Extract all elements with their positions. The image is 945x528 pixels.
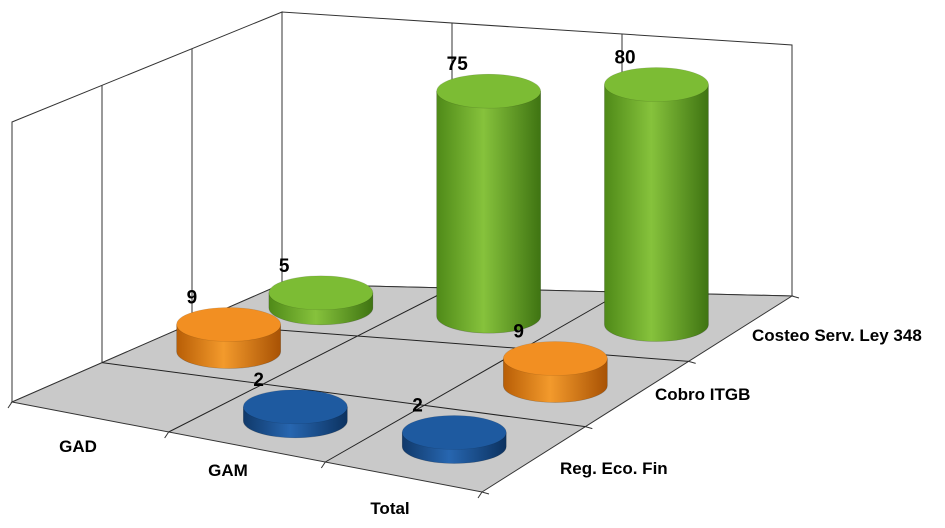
category-label-total: Total	[370, 499, 409, 518]
bar-body	[604, 84, 709, 342]
data-label: 75	[447, 54, 469, 75]
data-label: 80	[614, 48, 635, 69]
bar-reg-eco-fin-total	[401, 415, 507, 464]
data-label: 2	[253, 370, 264, 391]
bar-costeo-serv-ley-348-total	[604, 67, 709, 342]
series-label-reg-eco-fin: Reg. Eco. Fin	[560, 459, 668, 478]
bar-costeo-serv-ley-348-gad	[268, 275, 374, 326]
bar-top	[243, 389, 348, 425]
bar-top	[268, 275, 374, 311]
data-label: 9	[513, 322, 524, 343]
category-label-gad: GAD	[59, 437, 97, 456]
axis-tick	[477, 491, 483, 499]
axis-tick	[320, 461, 326, 469]
data-label: 9	[187, 288, 198, 309]
chart-bars	[176, 67, 709, 464]
axis-tick	[164, 431, 170, 439]
series-label-costeo-serv-ley-348: Costeo Serv. Ley 348	[752, 326, 922, 345]
bar-cobro-itgb-total	[503, 341, 608, 403]
floor-gridline	[168, 287, 453, 433]
bar-top	[401, 415, 507, 450]
data-label: 5	[279, 256, 290, 277]
floor-gridline	[101, 362, 586, 428]
bar-reg-eco-fin-gam	[243, 389, 348, 439]
axis-tick	[585, 426, 593, 430]
axis-tick	[481, 491, 490, 495]
axis-tick	[7, 401, 13, 409]
bar-cobro-itgb-gad	[176, 307, 281, 369]
series-label-cobro-itgb: Cobro ITGB	[655, 385, 750, 404]
bar-top	[604, 67, 709, 102]
bar-costeo-serv-ley-348-gam	[436, 73, 541, 334]
bar-top	[436, 73, 541, 109]
axis-tick	[688, 360, 696, 364]
category-label-gam: GAM	[208, 461, 248, 480]
floor-gridline	[325, 291, 623, 463]
data-label: 2	[412, 396, 423, 417]
chart-labels: 5 75 80 9 9 2 2 GAD GAM Total Reg. Eco. Fin Cobro I…	[59, 48, 922, 519]
bar-body	[436, 90, 541, 334]
bar-top	[176, 307, 281, 342]
bar-top	[503, 341, 608, 376]
axis-tick	[791, 295, 800, 299]
